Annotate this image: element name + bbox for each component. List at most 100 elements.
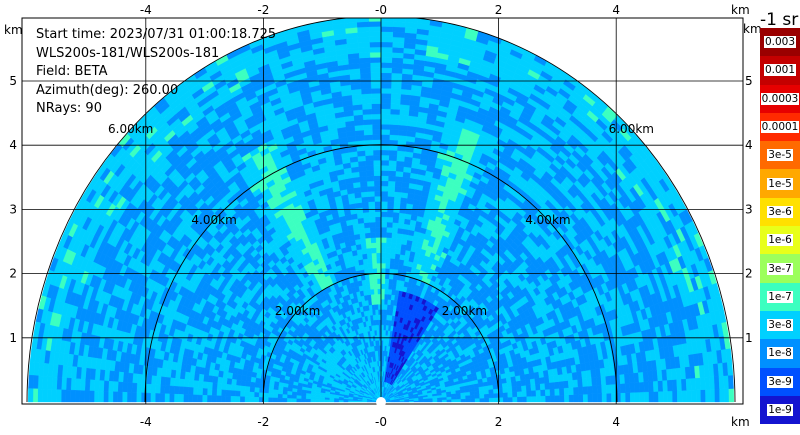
field-cell <box>559 387 565 396</box>
field-cell <box>563 387 570 396</box>
field-cell <box>587 385 593 395</box>
field-cell <box>398 259 405 266</box>
field-cell <box>567 379 574 388</box>
field-cell <box>502 387 508 393</box>
field-cell <box>474 397 481 403</box>
field-cell <box>372 273 378 280</box>
field-cell <box>502 392 509 398</box>
field-cell <box>357 155 366 162</box>
field-cell <box>371 113 382 120</box>
field-cell <box>387 293 392 300</box>
field-cell <box>356 150 366 157</box>
field-cell <box>372 278 378 285</box>
field-cell <box>391 227 398 234</box>
field-cell <box>368 278 374 285</box>
field-cell <box>539 376 545 384</box>
field-cell <box>605 375 612 386</box>
field-cell <box>380 41 393 48</box>
field-cell <box>371 103 382 110</box>
field-cell <box>516 385 523 392</box>
field-cell <box>493 392 499 398</box>
field-cell <box>384 293 389 300</box>
field-cell <box>400 243 407 251</box>
field-cell <box>386 314 390 321</box>
field-cell <box>370 82 382 89</box>
field-cell <box>377 288 382 295</box>
field-cell <box>620 383 626 394</box>
field-cell <box>388 273 394 280</box>
field-cell <box>365 165 374 172</box>
field-cell <box>380 257 386 264</box>
field-cell <box>380 247 387 254</box>
field-cell <box>383 304 388 310</box>
field-cell <box>396 227 404 235</box>
field-cell <box>600 375 607 386</box>
field-cell <box>359 181 368 188</box>
field-cell <box>394 175 403 183</box>
field-cell <box>354 124 364 132</box>
field-cell <box>592 393 598 403</box>
field-cell <box>372 149 382 156</box>
field-cell <box>388 154 398 162</box>
field-cell <box>363 124 373 131</box>
field-cell <box>610 383 617 394</box>
field-cell <box>395 165 404 173</box>
field-cell <box>578 394 584 403</box>
field-cell <box>686 389 692 403</box>
field-cell <box>573 394 579 403</box>
field-cell <box>380 314 385 320</box>
field-cell <box>392 216 399 224</box>
field-cell <box>383 324 387 331</box>
field-cell <box>368 21 382 27</box>
field-cell <box>386 299 392 306</box>
field-cell <box>390 98 401 105</box>
field-cell <box>367 196 375 203</box>
field-cell <box>558 380 565 389</box>
field-cell <box>639 391 645 403</box>
field-cell <box>672 390 678 403</box>
field-cell <box>366 258 373 265</box>
field-cell <box>455 398 462 403</box>
field-cell <box>549 395 556 403</box>
field-cell <box>373 165 382 171</box>
field-cell <box>391 52 404 59</box>
field-cell <box>357 160 367 167</box>
field-cell <box>371 108 382 115</box>
field-cell <box>369 51 382 58</box>
field-cell <box>372 154 382 161</box>
field-cell <box>364 232 371 239</box>
field-cell <box>380 165 389 171</box>
field-cell <box>398 124 408 132</box>
field-cell <box>488 393 495 399</box>
field-cell <box>446 399 452 403</box>
field-cell <box>469 394 476 399</box>
field-cell <box>380 21 394 27</box>
field-cell <box>380 62 393 69</box>
field-cell <box>648 380 654 393</box>
field-cell <box>507 391 513 398</box>
field-cell <box>365 160 374 167</box>
field-cell <box>393 263 399 270</box>
field-cell <box>357 222 365 230</box>
field-cell <box>563 380 569 389</box>
field-cell <box>366 180 375 187</box>
field-cell <box>395 248 401 255</box>
field-cell <box>386 221 393 228</box>
field-cell <box>728 388 735 403</box>
field-cell <box>385 252 391 259</box>
field-cell <box>549 388 556 396</box>
field-cell <box>380 262 386 269</box>
field-cell <box>395 170 404 178</box>
field-cell <box>553 381 560 389</box>
field-cell <box>372 134 382 141</box>
field-cell <box>357 41 370 49</box>
field-cell <box>377 309 382 315</box>
field-cell <box>361 248 367 255</box>
field-cell <box>371 123 382 130</box>
field-cell <box>380 67 392 74</box>
field-cell <box>366 252 373 259</box>
field-cell <box>359 67 371 74</box>
field-cell <box>371 118 382 125</box>
field-cell <box>375 247 382 254</box>
field-cell <box>390 247 397 254</box>
